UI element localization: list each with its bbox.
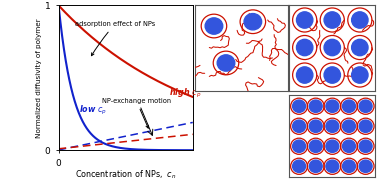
Circle shape [359,100,372,112]
Text: NP-exchange motion: NP-exchange motion [102,98,171,128]
Y-axis label: Normalized diffusivity of polymer: Normalized diffusivity of polymer [36,18,42,138]
Circle shape [326,100,339,112]
Circle shape [296,67,313,83]
Circle shape [309,120,322,132]
Circle shape [309,100,322,112]
Text: low $c_p$: low $c_p$ [79,104,107,117]
Circle shape [217,55,235,71]
Circle shape [359,140,372,152]
Circle shape [326,140,339,152]
Circle shape [352,12,368,28]
Circle shape [324,67,341,83]
Circle shape [342,100,355,112]
Circle shape [309,160,322,172]
Circle shape [293,100,305,112]
Text: high $c_p$: high $c_p$ [169,87,201,100]
X-axis label: Concentration of NPs,  $c_n$: Concentration of NPs, $c_n$ [75,169,177,181]
Circle shape [293,140,305,152]
Circle shape [293,160,305,172]
Text: adsorption effect of NPs: adsorption effect of NPs [75,21,155,56]
Circle shape [352,67,368,83]
Circle shape [326,160,339,172]
Circle shape [324,39,341,56]
Circle shape [205,18,223,34]
Circle shape [342,140,355,152]
Circle shape [296,39,313,56]
Circle shape [244,14,262,30]
Circle shape [342,160,355,172]
Circle shape [342,120,355,132]
Circle shape [309,140,322,152]
Circle shape [326,120,339,132]
Circle shape [293,120,305,132]
Circle shape [324,12,341,28]
Circle shape [359,160,372,172]
Circle shape [352,39,368,56]
Circle shape [296,12,313,28]
Circle shape [359,120,372,132]
